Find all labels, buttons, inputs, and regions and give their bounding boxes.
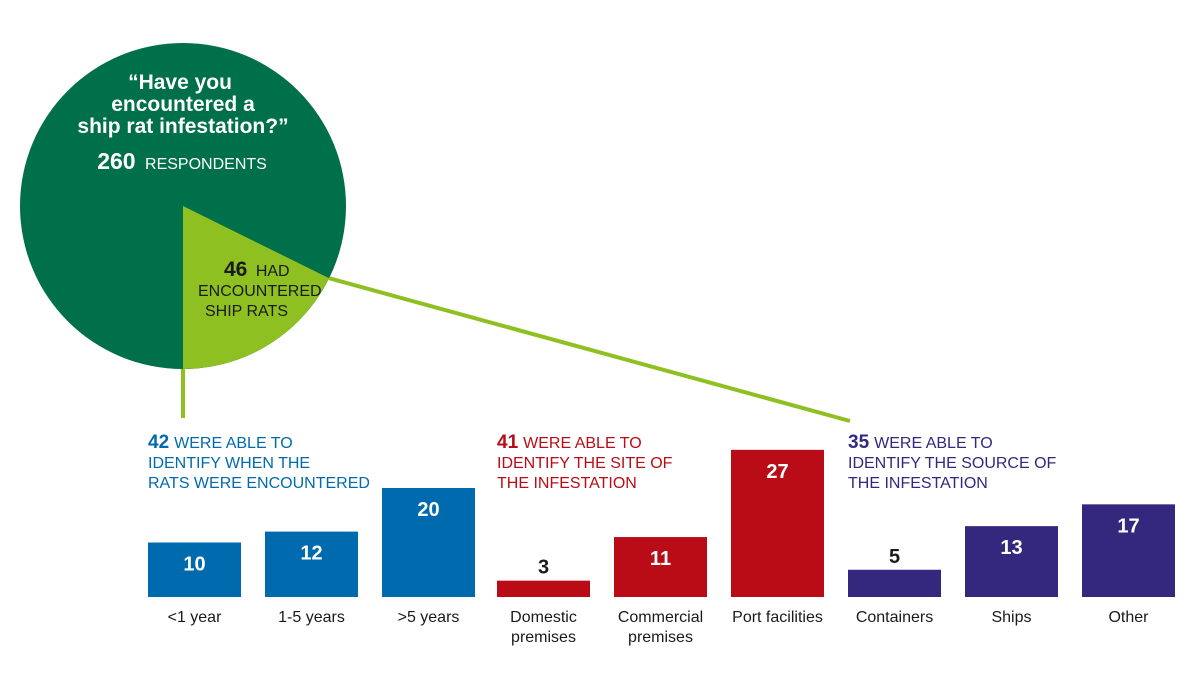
group-title-line3: THE INFESTATION: [848, 475, 988, 492]
pie-question-line2: encountered a: [111, 93, 255, 116]
pie-question-line3: ship rat infestation?”: [77, 115, 288, 138]
pie-slice-encountered: [183, 206, 330, 369]
pie-slice-number: 46: [224, 258, 247, 281]
bar: [965, 526, 1058, 597]
group-title-text: WERE ABLE TO: [874, 435, 993, 452]
bar-value-label: 3: [538, 557, 549, 579]
group-title-line3: THE INFESTATION: [497, 475, 637, 492]
category-label: Other: [1108, 609, 1149, 626]
group-title-line2: IDENTIFY THE SOURCE OF: [848, 455, 1057, 472]
group-title-number: 42: [148, 432, 169, 453]
bar: [731, 449, 824, 597]
bar: [848, 569, 941, 597]
group-title-line1: 42 WERE ABLE TO: [148, 432, 293, 453]
category-label: Containers: [856, 609, 933, 626]
bar-group-2: 41 WERE ABLE TO IDENTIFY THE SITE OF THE IN…: [497, 432, 824, 646]
group-title-line1: 41 WERE ABLE TO: [497, 432, 642, 453]
group-title-text: WERE ABLE TO: [523, 435, 642, 452]
group-title-line2: IDENTIFY WHEN THE: [148, 455, 310, 472]
bar: [614, 537, 707, 597]
category-label: <1 year: [168, 609, 222, 626]
category-label: 1-5 years: [278, 609, 345, 626]
bar: [497, 580, 590, 597]
pie-chart: “Have you encountered a ship rat infesta…: [20, 43, 346, 369]
pie-question-line1: “Have you: [128, 71, 232, 94]
connector-line-right: [328, 276, 851, 423]
bar-value-label: 27: [766, 461, 788, 483]
group-title-text: WERE ABLE TO: [174, 435, 293, 452]
bar-value-label: 13: [1000, 537, 1022, 559]
pie-total-word: RESPONDENTS: [145, 156, 267, 173]
pie-slice-label-line3: SHIP RATS: [205, 303, 288, 320]
pie-total-number: 260: [97, 148, 135, 174]
bar-value-label: 10: [183, 554, 205, 576]
category-label: premises: [511, 629, 576, 646]
category-label: Domestic: [510, 609, 577, 626]
bar-value-label: 12: [300, 543, 322, 565]
pie-slice-label-line2: ENCOUNTERED: [198, 283, 322, 300]
bar: [265, 531, 358, 597]
bar-value-label: 17: [1117, 515, 1139, 537]
group-title-number: 35: [848, 432, 870, 453]
bar: [148, 542, 241, 597]
category-label: Ships: [991, 609, 1031, 626]
group-title-line1: 35 WERE ABLE TO: [848, 432, 993, 453]
bar: [382, 488, 475, 597]
category-label: >5 years: [398, 609, 460, 626]
pie-slice-word: HAD: [256, 263, 290, 280]
group-title-number: 41: [497, 432, 519, 453]
bar-value-label: 5: [889, 546, 900, 568]
bar-value-label: 20: [417, 499, 439, 521]
bar-group-1: 42 WERE ABLE TO IDENTIFY WHEN THE RATS WERE…: [148, 432, 475, 626]
pie-total-label: 260 RESPONDENTS: [97, 148, 267, 174]
bar-value-label: 11: [650, 548, 671, 570]
bar: [1082, 504, 1175, 597]
pie-slice-label-line1: 46 HAD: [224, 258, 290, 281]
bar-groups: 42 WERE ABLE TO IDENTIFY WHEN THE RATS WERE…: [148, 432, 1175, 646]
group-title-line2: IDENTIFY THE SITE OF: [497, 455, 673, 472]
bar-group-3: 35 WERE ABLE TO IDENTIFY THE SOURCE OF THE …: [848, 432, 1175, 626]
category-label: Commercial: [618, 609, 703, 626]
category-label: Port facilities: [732, 609, 823, 626]
group-title-line3: RATS WERE ENCOUNTERED: [148, 475, 370, 492]
category-label: premises: [628, 629, 693, 646]
